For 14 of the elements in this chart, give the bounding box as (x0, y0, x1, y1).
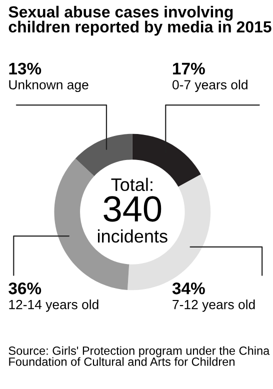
text: incidents (98, 229, 168, 243)
text: Total: (111, 178, 152, 192)
data-label: 17% (173, 62, 205, 74)
slice-label: 12-14 years old (9, 300, 98, 312)
source-note: Source: Girls' Protection program under the China Foundation of Cultural and Arts for Children (8, 346, 270, 366)
chart-title: Sexual abuse cases involving children reported by media in 2015 (8, 6, 272, 36)
data-label: 36% (8, 282, 42, 294)
donut-slice (75, 134, 132, 176)
slice-label: Unknown age (9, 80, 88, 92)
data-label: 34% (172, 282, 205, 294)
text: 340 (104, 196, 162, 222)
data-label: 13% (9, 62, 42, 75)
slice-label: 7-12 years old (172, 300, 255, 312)
slice-label: 0-7 years old (172, 80, 248, 92)
